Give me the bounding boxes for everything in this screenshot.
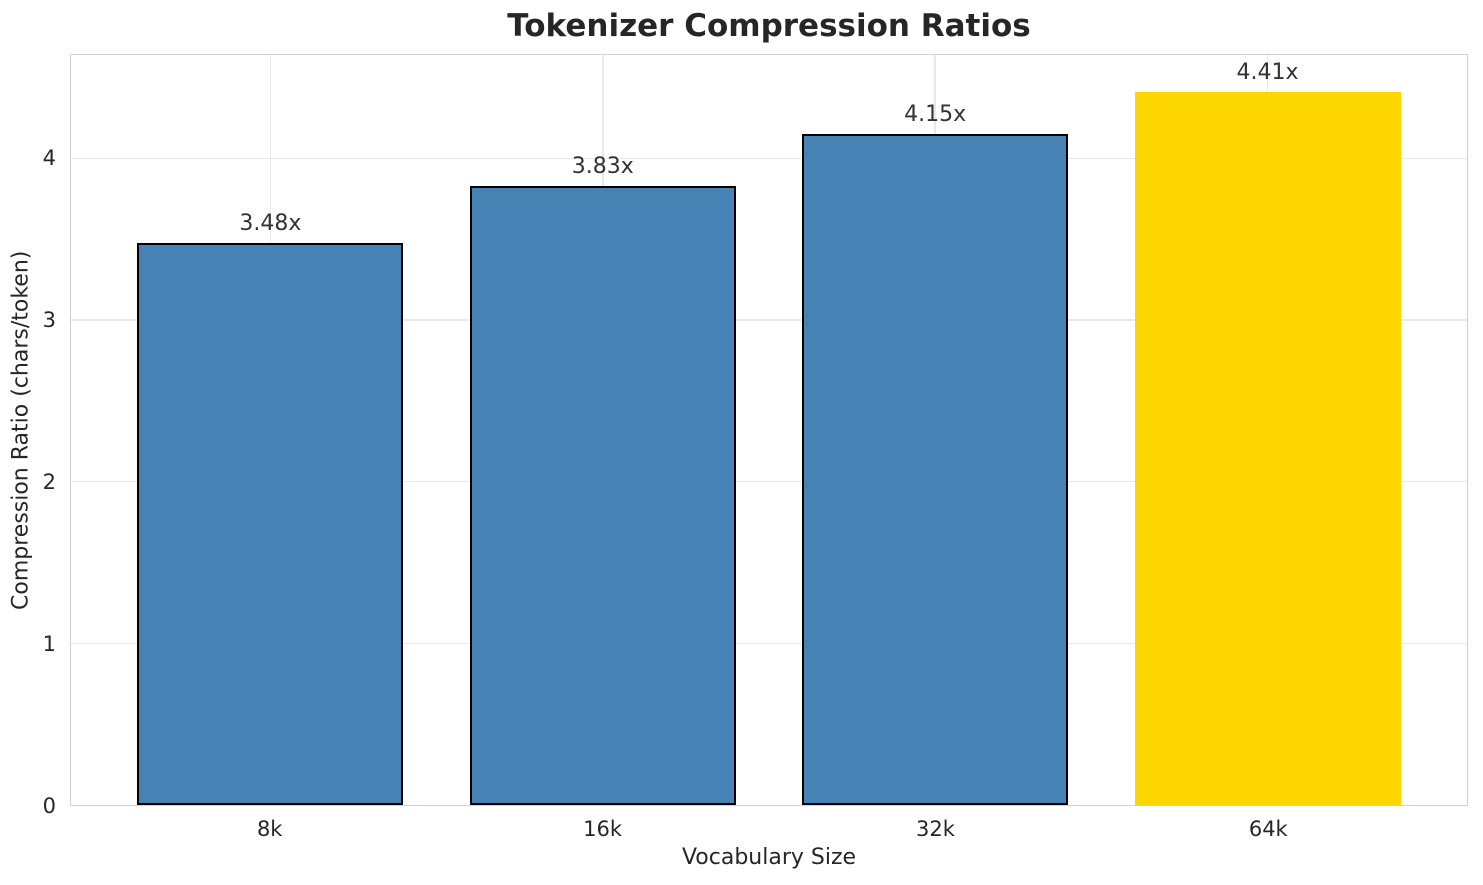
gridline-y-3	[71, 319, 1467, 321]
x-axis-label: Vocabulary Size	[681, 845, 857, 870]
bar-16k	[469, 185, 736, 805]
x-tick-label-64k: 64k	[1248, 817, 1288, 841]
bar-64k	[1134, 92, 1401, 805]
x-tick-label-32k: 32k	[915, 817, 955, 841]
y-tick-label-1: 1	[42, 631, 56, 656]
x-tick-label-16k: 16k	[583, 817, 623, 841]
gridline-y-1	[71, 642, 1467, 645]
gridline-y-2	[71, 480, 1467, 483]
bar-value-label-8k: 3.48x	[239, 210, 302, 236]
y-tick-label-3: 3	[42, 307, 56, 332]
y-tick-label-2: 2	[42, 469, 56, 494]
bar-value-label-64k: 4.41x	[1236, 60, 1299, 86]
bar-value-label-16k: 3.83x	[571, 153, 634, 179]
plot-area: 3.48x 3.83x 4.15x 4.41x	[70, 54, 1468, 806]
y-tick-label-0: 0	[42, 794, 56, 818]
y-tick-label-4: 4	[42, 145, 56, 170]
gridline-y-4	[71, 157, 1467, 160]
chart-title: Tokenizer Compression Ratios	[507, 8, 1031, 44]
bar-32k	[802, 134, 1069, 805]
bar-8k	[137, 242, 404, 805]
x-tick-label-8k: 8k	[256, 817, 283, 841]
bar-value-label-32k: 4.15x	[904, 102, 967, 128]
